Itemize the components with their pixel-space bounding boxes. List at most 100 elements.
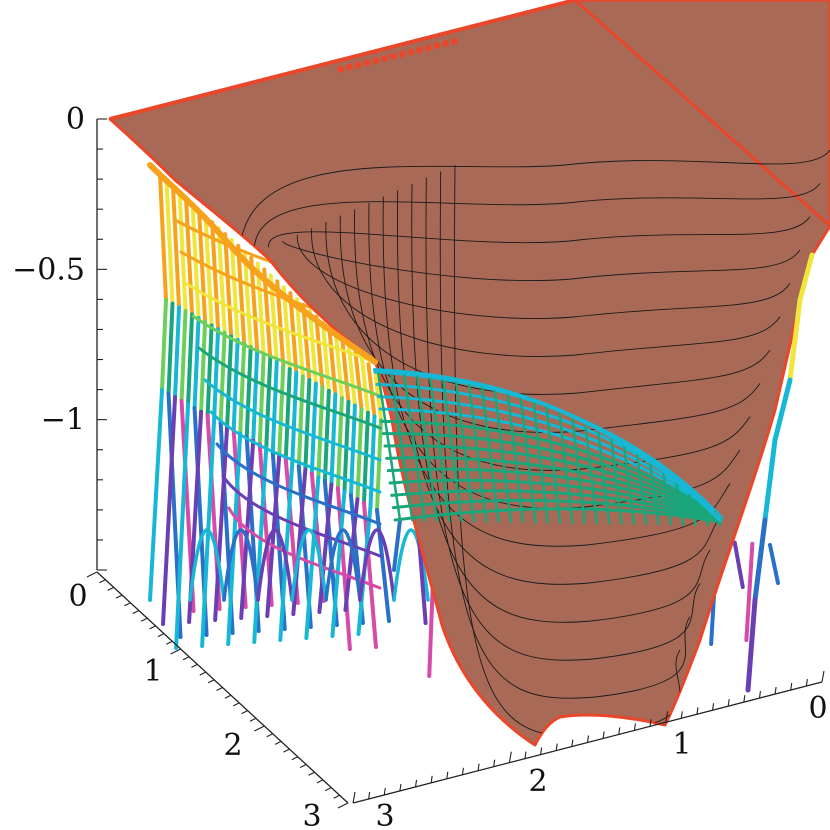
axes: 0 −0.5 −1 0 1 2 3 0 1 2 3 (12, 102, 827, 830)
contour-line (253, 183, 821, 254)
wireframe-arch (392, 528, 430, 602)
wireframe-strand (192, 316, 201, 411)
wireframe-strand (236, 243, 247, 346)
wireframe-strand (366, 362, 377, 419)
wireframe-right-edge (787, 297, 803, 383)
x-axis-tick (493, 759, 496, 767)
wireframe-spike (768, 543, 780, 585)
y-axis-tick (325, 787, 332, 792)
wireframe-spike (392, 518, 402, 572)
y-axis-tick (249, 717, 257, 722)
wireframe-mesh-col (532, 400, 549, 524)
x-axis-tick (430, 775, 433, 783)
wireframe-band (185, 282, 382, 366)
y-axis-tick (182, 656, 190, 661)
x-axis-tick (399, 783, 402, 791)
y-axis-tick (266, 733, 273, 738)
wireframe-mesh-col (623, 445, 636, 525)
wireframe-mesh-col (454, 378, 476, 523)
x-axis-tick (524, 751, 527, 759)
x-axis-tick (352, 791, 356, 804)
x-tick-label: 2 (528, 764, 547, 799)
wireframe-mesh-row (383, 444, 723, 522)
x-tick-label: 1 (672, 727, 691, 762)
y-axis-tick (140, 617, 148, 622)
y-axis-tick (124, 602, 131, 607)
wireframe-strand (229, 238, 240, 342)
y-axis-tick (308, 771, 315, 776)
wireframe-strand (197, 208, 208, 324)
y-axis-tick (199, 671, 207, 676)
x-axis-tick (821, 670, 825, 683)
wireframe-strand (296, 374, 305, 469)
y-axis-tick (274, 740, 282, 745)
wireframe-strand (199, 319, 208, 414)
wireframe-right-edge (745, 597, 758, 693)
y-axis-tick (232, 702, 240, 707)
surface-fill (108, 0, 830, 747)
surface-right-edge (574, 0, 830, 228)
x-axis-tick (602, 731, 605, 739)
x-axis-tick (383, 787, 386, 796)
contour-line (268, 216, 811, 248)
wireframe-strand (277, 363, 286, 458)
wireframe-strand (223, 232, 234, 339)
wireframe-arch (324, 528, 362, 602)
y-tick-label: 2 (223, 728, 242, 763)
wireframe-strand (238, 341, 247, 436)
wireframe-mesh-row (385, 456, 723, 522)
y-axis-tick (166, 640, 173, 645)
wireframe-arch (222, 528, 260, 602)
wireframe-strand (212, 327, 221, 422)
wireframe-strand (290, 370, 299, 465)
y-axis-tick (216, 687, 223, 691)
wireframe-mesh-col (584, 423, 599, 525)
contour-line (325, 221, 771, 395)
wireframe-strand (361, 500, 378, 649)
wireframe-right-edge (762, 437, 778, 523)
wireframe-strand (200, 417, 217, 648)
x-axis-tick (649, 719, 652, 727)
wireframe-strand (320, 320, 331, 393)
wireframe-mesh-col (376, 370, 402, 522)
wireframe-strand (303, 378, 312, 472)
wireframe-mesh-col (389, 370, 414, 522)
z-tick-label: −0.5 (12, 252, 85, 287)
wireframe-strand (283, 367, 292, 462)
x-axis-tick (633, 723, 636, 731)
wireframe-strand (251, 348, 260, 443)
wireframe-strand (255, 261, 266, 357)
wireframe-strand (265, 453, 282, 618)
y-axis-tick (191, 663, 198, 668)
wireframe-right-edge (797, 252, 815, 303)
contour-line (239, 149, 830, 261)
wireframe-band (209, 410, 382, 494)
y-axis-tick (99, 579, 106, 584)
y-axis-tick (316, 779, 324, 784)
wireframe-mesh-col (441, 375, 463, 523)
x-axis-tick (743, 695, 746, 703)
wireframe-arch (256, 528, 294, 602)
x-axis-tick (712, 703, 715, 711)
wireframe-strand (329, 392, 338, 487)
y-axis-tick (149, 625, 156, 630)
x-axis-tick (508, 751, 512, 763)
y-axis-tick (291, 756, 299, 761)
wireframe-mesh-col (480, 384, 500, 523)
y-axis-tick (224, 694, 232, 699)
surface-top-edge (109, 0, 576, 121)
y-axis-tick (115, 594, 123, 599)
wireframe-mesh-col (558, 411, 574, 524)
z-tick-label: −1 (41, 403, 85, 438)
wireframe-strand (262, 267, 273, 361)
wireframe-strand (270, 359, 279, 454)
wireframe-right-edge (772, 377, 793, 443)
z-tick-label: 0 (66, 102, 85, 137)
wireframe-strand (244, 345, 253, 440)
wireframe-strand (205, 323, 214, 418)
wireframe-strand (330, 489, 347, 638)
x-tick-label: 0 (808, 691, 827, 726)
wireframe-strand (375, 418, 383, 512)
wireframe-strand (225, 334, 234, 429)
wireframe-band (215, 442, 382, 526)
